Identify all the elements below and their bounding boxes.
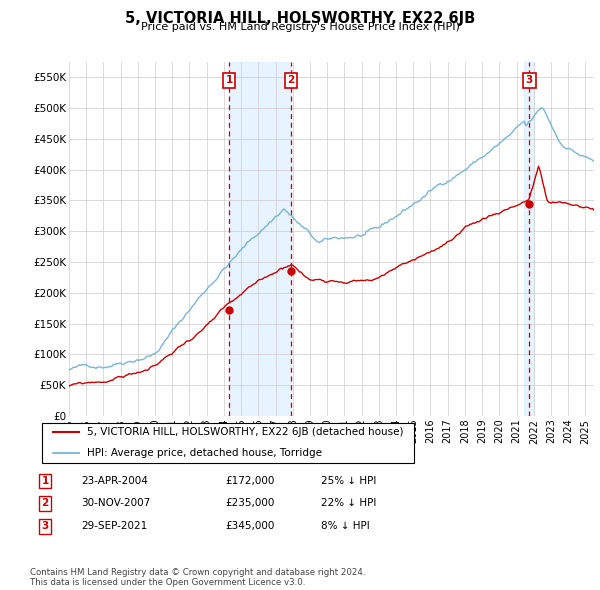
Text: HPI: Average price, detached house, Torridge: HPI: Average price, detached house, Torr…: [86, 448, 322, 458]
Bar: [524, 62, 535, 416]
Text: 2: 2: [287, 76, 295, 86]
Text: Contains HM Land Registry data © Crown copyright and database right 2024.
This d: Contains HM Land Registry data © Crown c…: [30, 568, 365, 587]
Text: 23-APR-2004: 23-APR-2004: [81, 476, 148, 486]
Text: 30-NOV-2007: 30-NOV-2007: [81, 499, 150, 508]
Text: 3: 3: [41, 522, 49, 531]
Text: £172,000: £172,000: [225, 476, 274, 486]
Text: 22% ↓ HPI: 22% ↓ HPI: [321, 499, 376, 508]
Text: £345,000: £345,000: [225, 522, 274, 531]
FancyBboxPatch shape: [42, 423, 414, 463]
Text: 1: 1: [41, 476, 49, 486]
Text: 3: 3: [526, 76, 533, 86]
Text: £235,000: £235,000: [225, 499, 274, 508]
Text: 25% ↓ HPI: 25% ↓ HPI: [321, 476, 376, 486]
Text: 8% ↓ HPI: 8% ↓ HPI: [321, 522, 370, 531]
Text: 5, VICTORIA HILL, HOLSWORTHY, EX22 6JB (detached house): 5, VICTORIA HILL, HOLSWORTHY, EX22 6JB (…: [86, 427, 403, 437]
Text: 2: 2: [41, 499, 49, 508]
Text: 29-SEP-2021: 29-SEP-2021: [81, 522, 147, 531]
Bar: [229, 62, 291, 416]
Text: 5, VICTORIA HILL, HOLSWORTHY, EX22 6JB: 5, VICTORIA HILL, HOLSWORTHY, EX22 6JB: [125, 11, 475, 25]
Text: Price paid vs. HM Land Registry's House Price Index (HPI): Price paid vs. HM Land Registry's House …: [140, 22, 460, 32]
Text: 1: 1: [226, 76, 233, 86]
